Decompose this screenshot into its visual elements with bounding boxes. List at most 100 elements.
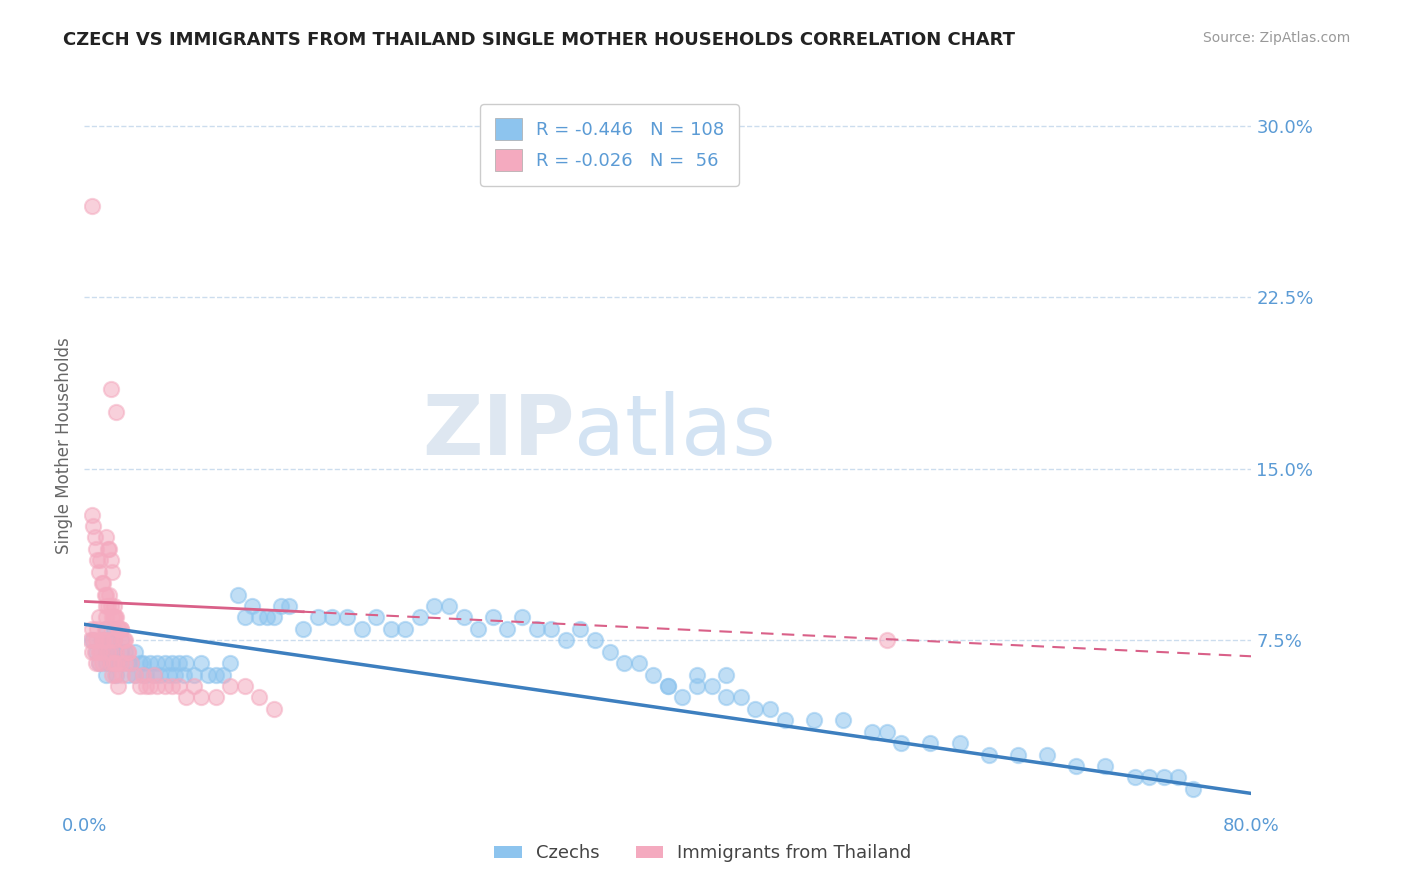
Point (496, 622, 519, 636)
Point (716, 667, 738, 681)
Point (627, 656, 650, 670)
Point (114, 645, 136, 659)
Point (103, 622, 125, 636)
Point (107, 622, 129, 636)
Point (143, 667, 166, 681)
Point (190, 656, 212, 670)
Point (832, 714, 855, 728)
Point (1094, 759, 1116, 773)
Point (153, 656, 176, 670)
Point (100, 645, 122, 659)
Point (103, 656, 125, 670)
Point (80, 622, 103, 636)
Point (219, 656, 242, 670)
Point (212, 667, 235, 681)
Text: Source: ZipAtlas.com: Source: ZipAtlas.com (1202, 31, 1350, 45)
Point (876, 724, 898, 739)
Point (526, 622, 548, 636)
Point (103, 610, 125, 624)
Point (94, 588, 117, 602)
Point (100, 599, 122, 613)
Point (117, 645, 139, 659)
Point (160, 679, 183, 693)
Point (1182, 781, 1205, 796)
Point (139, 656, 162, 670)
Point (157, 667, 180, 681)
Point (437, 599, 460, 613)
Text: CZECH VS IMMIGRANTS FROM THAILAND SINGLE MOTHER HOUSEHOLDS CORRELATION CHART: CZECH VS IMMIGRANTS FROM THAILAND SINGLE… (63, 31, 1015, 49)
Point (120, 656, 142, 670)
Point (86, 553, 108, 567)
Point (111, 667, 134, 681)
Point (197, 667, 219, 681)
Point (101, 565, 124, 579)
Point (233, 610, 256, 624)
Point (394, 622, 416, 636)
Point (104, 667, 127, 681)
Point (124, 645, 146, 659)
Point (540, 622, 562, 636)
Point (263, 702, 285, 716)
Point (132, 656, 155, 670)
Point (105, 656, 128, 670)
Point (176, 656, 198, 670)
Point (98, 633, 121, 648)
Point (132, 667, 155, 681)
Point (163, 667, 186, 681)
Point (80, 508, 103, 522)
Point (98, 588, 121, 602)
Point (97, 599, 120, 613)
Point (569, 622, 592, 636)
Point (977, 747, 1000, 762)
Point (860, 724, 883, 739)
Point (219, 679, 242, 693)
Point (1123, 771, 1146, 785)
Point (226, 588, 249, 602)
Point (96, 599, 118, 613)
Point (103, 633, 125, 648)
Point (98, 541, 121, 556)
Point (1153, 771, 1175, 785)
Point (132, 667, 155, 681)
Point (96, 645, 118, 659)
Point (146, 679, 169, 693)
Point (173, 667, 195, 681)
Point (380, 622, 402, 636)
Point (100, 633, 122, 648)
Point (104, 610, 127, 624)
Point (83, 530, 105, 544)
Point (510, 610, 533, 624)
Legend: R = -0.446   N = 108, R = -0.026   N =  56: R = -0.446 N = 108, R = -0.026 N = 56 (481, 104, 738, 186)
Point (657, 679, 679, 693)
Point (110, 622, 132, 636)
Point (350, 622, 373, 636)
Point (91, 633, 114, 648)
Point (700, 679, 723, 693)
Point (105, 645, 128, 659)
Point (80, 199, 103, 213)
Point (256, 610, 278, 624)
Point (80, 633, 103, 648)
Point (613, 656, 636, 670)
Point (124, 667, 146, 681)
Point (153, 679, 176, 693)
Point (773, 714, 796, 728)
Point (949, 736, 972, 750)
Point (110, 633, 132, 648)
Point (233, 679, 256, 693)
Point (1036, 747, 1059, 762)
Point (90, 576, 112, 591)
Point (117, 645, 139, 659)
Point (176, 690, 198, 705)
Point (96, 530, 118, 544)
Point (583, 633, 606, 648)
Point (114, 633, 136, 648)
Point (120, 656, 142, 670)
Point (82, 633, 104, 648)
Point (263, 610, 285, 624)
Point (110, 622, 132, 636)
Point (409, 610, 432, 624)
Point (111, 633, 134, 648)
Point (890, 736, 912, 750)
Point (1007, 747, 1029, 762)
